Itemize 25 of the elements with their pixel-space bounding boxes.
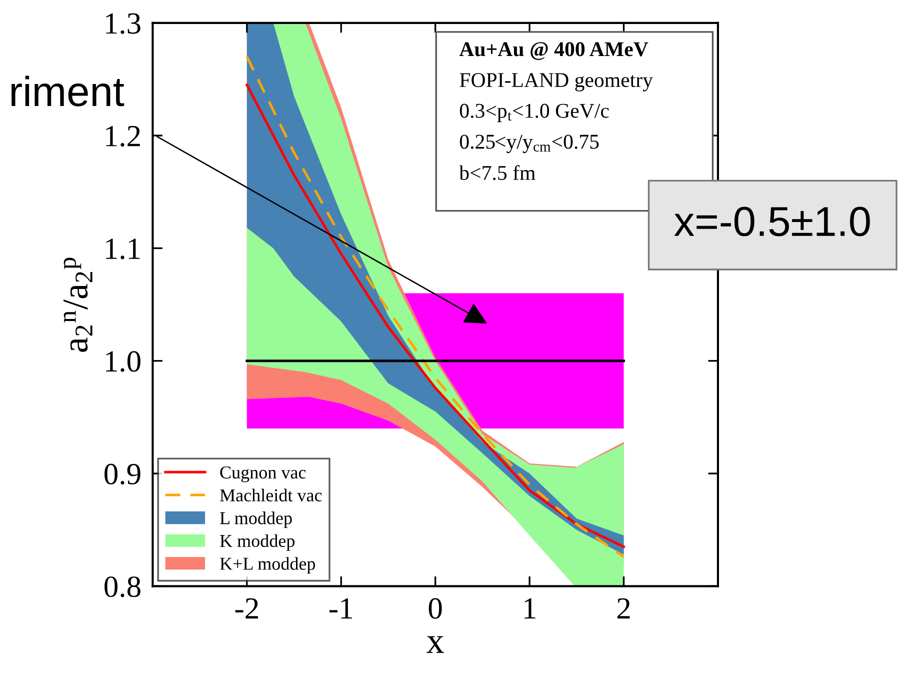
x-tick-label: 0 bbox=[428, 598, 442, 619]
annotation: b<7.5 fm bbox=[459, 165, 536, 180]
legend-label: Cugnon vac bbox=[220, 466, 306, 482]
x-tick-label: 2 bbox=[617, 598, 630, 618]
y-tick-label: 0.8 bbox=[104, 576, 140, 598]
x-tick-label: -1 bbox=[330, 598, 352, 618]
x-tick-label: -2 bbox=[235, 598, 258, 618]
legend-label: Machleidt vac bbox=[220, 488, 322, 502]
annotation: x=-0.5±1.0 bbox=[674, 206, 870, 236]
annotation: Au+Au @ 400 AMeV bbox=[459, 42, 648, 60]
legend-label: K moddep bbox=[220, 534, 295, 551]
y-tick-label: 1.3 bbox=[106, 13, 140, 34]
y-tick-label: 1.2 bbox=[106, 126, 140, 147]
x-tick-label: 1 bbox=[524, 598, 536, 618]
y-tick-label: 1.0 bbox=[106, 351, 140, 372]
legend-label: L moddep bbox=[220, 512, 292, 528]
y-tick-label: 1.1 bbox=[106, 238, 140, 260]
legend-label: K+L moddep bbox=[220, 557, 316, 574]
annotation: 0.3<p$_{t}$<1.0 GeV/c bbox=[460, 104, 609, 122]
y-tick-label: 0.9 bbox=[104, 464, 140, 485]
x-axis-title: x bbox=[426, 636, 444, 653]
y-axis-title: a$_{2}$$^{n}$/a$_{2}$$^{p}$ bbox=[64, 258, 92, 352]
annotation: FOPI-LAND geometry bbox=[460, 73, 653, 92]
annotation: 0.25<y/y$_{cm}$<0.75 bbox=[460, 134, 599, 154]
text: riment bbox=[11, 76, 124, 106]
